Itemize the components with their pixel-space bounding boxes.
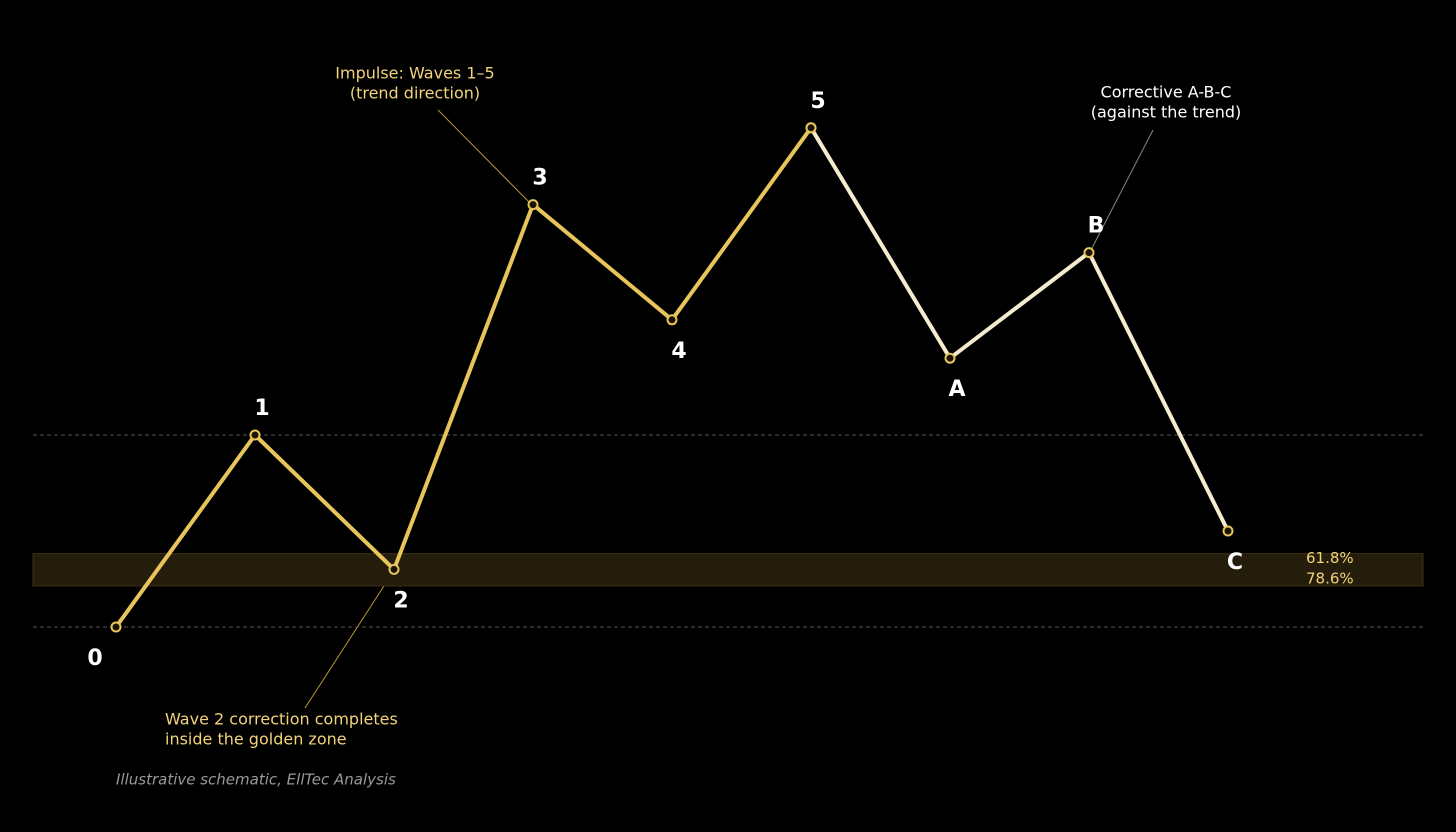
wave-label: A xyxy=(948,377,965,402)
wave-point xyxy=(527,199,539,211)
wave-label: B xyxy=(1088,214,1105,239)
wave-point xyxy=(805,122,817,134)
zone-label: 61.8% xyxy=(1306,549,1354,567)
annotation: Corrective A-B-C xyxy=(1101,83,1232,102)
wave-label: 5 xyxy=(810,89,825,114)
wave-label: 4 xyxy=(671,339,686,364)
wave-label: 2 xyxy=(393,588,408,613)
wave-point xyxy=(249,429,261,441)
pointer xyxy=(1091,129,1154,249)
annotation: (against the trend) xyxy=(1091,103,1242,122)
pointer xyxy=(304,571,394,709)
golden-zone xyxy=(32,553,1424,587)
wave-label: 1 xyxy=(254,396,269,421)
wave-point xyxy=(110,621,122,633)
wave-point xyxy=(944,352,956,364)
annotation: Wave 2 correction completes xyxy=(165,710,398,729)
pointer xyxy=(437,109,531,204)
wave-point xyxy=(388,563,400,575)
wave-line xyxy=(114,126,813,629)
zone-label: 78.6% xyxy=(1306,569,1354,587)
footnote: Illustrative schematic, EllTec Analysis xyxy=(116,771,396,789)
wave-point xyxy=(666,314,678,326)
wave-label: C xyxy=(1227,550,1243,575)
annotation: Impulse: Waves 1–5 xyxy=(335,64,494,83)
wave-line xyxy=(809,126,1230,532)
annotation: inside the golden zone xyxy=(165,730,347,749)
wave-point xyxy=(1222,525,1234,537)
annotations: Impulse: Waves 1–5 (trend direction) Cor… xyxy=(32,64,1424,749)
annotation: (trend direction) xyxy=(350,84,480,103)
wave-label: 0 xyxy=(87,646,102,671)
wave-label: 3 xyxy=(532,166,547,191)
wave-point xyxy=(1083,247,1095,259)
